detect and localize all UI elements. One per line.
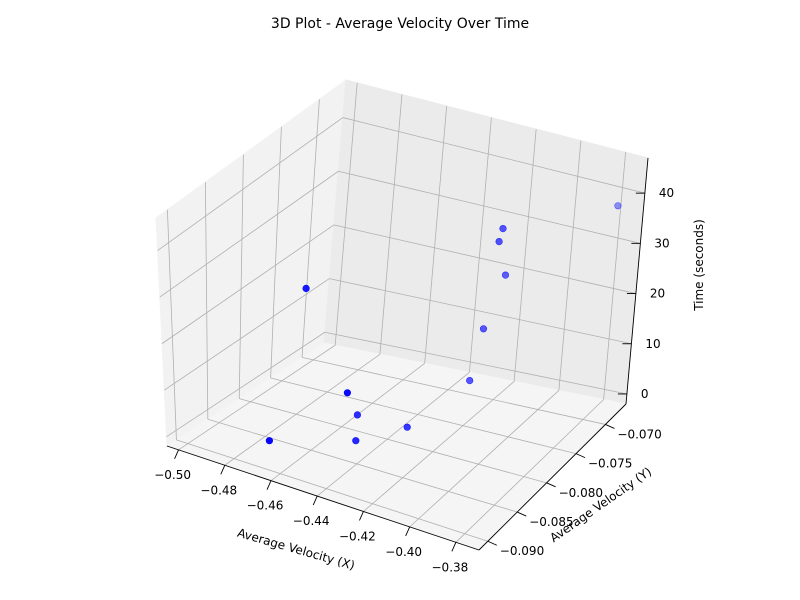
scatter-point <box>614 202 622 210</box>
x-gridline <box>363 381 515 512</box>
y-gridline <box>205 182 209 420</box>
x-tick-label: −0.38 <box>432 560 469 574</box>
scatter-point <box>466 377 474 385</box>
x-gridline <box>558 140 582 391</box>
scatter-points <box>265 202 622 445</box>
grid-lines <box>157 82 645 543</box>
x-gridline <box>409 390 560 528</box>
y-tick <box>575 453 586 459</box>
y-gridline <box>176 439 488 542</box>
x-tick-label: −0.50 <box>154 468 191 482</box>
y-gridline <box>301 99 320 358</box>
scatter-point <box>352 437 360 445</box>
x-tick-label: −0.48 <box>200 483 237 497</box>
y-tick-label: −0.090 <box>500 544 544 558</box>
tick-marks <box>174 192 645 552</box>
z-gridline <box>342 117 645 194</box>
z-gridline <box>333 224 636 294</box>
z-gridline <box>329 278 632 345</box>
x-tick <box>451 542 457 552</box>
x-gridline <box>224 353 381 466</box>
z-gridline <box>324 331 627 395</box>
x-tick-label: −0.46 <box>247 499 284 513</box>
y-tick <box>546 482 556 488</box>
scatter-point <box>495 238 503 246</box>
y-axis-line <box>478 403 627 551</box>
y-gridline <box>238 154 244 399</box>
x-gridline <box>316 372 470 497</box>
scatter-point <box>499 225 507 233</box>
x-tick <box>174 449 179 460</box>
z-tick-label: 40 <box>659 186 674 200</box>
y-gridline <box>167 209 177 440</box>
x-gridline <box>469 117 492 373</box>
y-tick-label: −0.080 <box>559 486 603 500</box>
x-tick-label: −0.40 <box>385 545 422 559</box>
x-tick-label: −0.44 <box>293 514 330 528</box>
tick-labels: −0.50 −0.48 −0.46 −0.44 −0.42 −0.40 −0.38 −0.09… <box>154 186 674 574</box>
z-gridline <box>166 331 326 438</box>
y-tick <box>517 511 527 517</box>
z-axis-label: Time (seconds) <box>692 219 706 312</box>
y-gridline <box>301 357 606 425</box>
scatter-point <box>501 271 510 279</box>
chart-title: 3D Plot - Average Velocity Over Time <box>271 16 529 32</box>
x-tick <box>359 511 364 521</box>
y-tick-label: −0.085 <box>529 515 573 529</box>
scatter-point <box>343 389 352 397</box>
y-gridline <box>239 398 547 484</box>
y-tick-label: −0.070 <box>617 427 661 441</box>
z-gridline <box>161 224 335 344</box>
x-gridline <box>270 363 425 481</box>
x-tick <box>312 495 318 506</box>
y-gridline <box>207 418 518 513</box>
z-tick-label: 30 <box>654 236 669 250</box>
scatter-point <box>302 284 310 293</box>
x-gridline <box>424 105 448 364</box>
z-tick-label: 10 <box>645 337 660 351</box>
scatter-point <box>479 325 488 333</box>
x-tick <box>266 480 272 490</box>
z-gridline <box>159 170 339 298</box>
scatter-point <box>353 411 362 419</box>
z-axis-line <box>625 157 649 405</box>
y-gridline <box>270 126 282 379</box>
z-gridline <box>164 278 330 391</box>
x-gridline <box>455 399 604 543</box>
y-tick <box>487 540 498 546</box>
axis-lines <box>166 157 649 551</box>
x-gridline <box>603 152 627 400</box>
y-tick-label: −0.075 <box>588 457 632 471</box>
x-gridline <box>513 129 537 382</box>
scatter-point <box>403 423 411 431</box>
x-tick <box>405 526 411 537</box>
z-gridline <box>157 117 344 251</box>
z-tick-label: 0 <box>641 387 649 401</box>
y-gridline <box>270 377 577 455</box>
z-gridline <box>338 170 641 244</box>
x-gridline <box>178 344 336 451</box>
scatter-point <box>265 437 274 445</box>
x-axis-line <box>166 445 480 551</box>
x-tick <box>220 465 226 475</box>
y-tick <box>605 424 615 429</box>
x-tick-label: −0.42 <box>339 530 376 544</box>
x-gridline <box>379 94 403 355</box>
x-gridline <box>334 82 358 346</box>
z-tick-label: 20 <box>650 287 665 301</box>
